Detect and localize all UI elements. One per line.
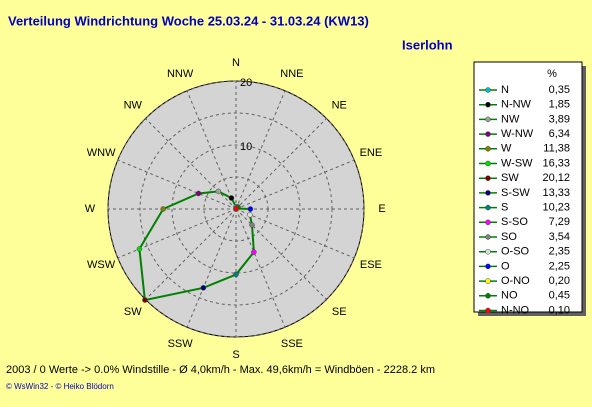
legend-marker	[485, 160, 491, 167]
direction-label: NNE	[280, 68, 303, 80]
direction-label: ESE	[360, 259, 382, 271]
direction-label: NE	[332, 100, 347, 112]
legend-marker	[485, 131, 491, 137]
legend-marker	[485, 190, 491, 196]
legend-value: 0,20	[549, 275, 570, 287]
legend-marker	[485, 175, 491, 181]
legend-label: W-SW	[501, 157, 533, 169]
wind-marker	[247, 206, 254, 212]
copyright: © WsWin32 - © Heiko Blödorn	[6, 382, 114, 391]
legend-marker	[485, 87, 491, 93]
legend	[473, 61, 583, 313]
legend-marker	[485, 219, 491, 226]
grid-circle	[171, 144, 301, 274]
legend-marker	[485, 293, 491, 299]
direction-label: WSW	[87, 259, 116, 271]
wind-marker	[249, 222, 255, 228]
direction-label: W	[85, 203, 96, 215]
location: Iserlohn	[402, 37, 453, 52]
wind-marker	[142, 297, 148, 303]
direction-label: SW	[124, 306, 142, 318]
legend-value: 0,35	[549, 84, 570, 96]
legend-value: 10,23	[542, 202, 570, 214]
r-tick-label: 20	[240, 77, 252, 89]
direction-label: S	[232, 349, 239, 361]
legend-label: O	[501, 260, 510, 272]
legend-value: 0,10	[549, 304, 570, 316]
legend-value: 7,29	[549, 216, 570, 228]
legend-label: NW	[501, 113, 520, 125]
legend-value: 3,89	[549, 113, 570, 125]
legend-value: 16,33	[542, 157, 570, 169]
legend-value: 20,12	[542, 172, 570, 184]
legend-title: %	[547, 68, 557, 80]
legend-label: S	[501, 202, 508, 214]
legend-value: 11,38	[543, 143, 570, 155]
legend-value: 0,45	[549, 290, 570, 302]
wind-marker	[233, 271, 239, 278]
direction-label: SSW	[168, 338, 194, 350]
legend-marker	[485, 204, 491, 211]
direction-label: NNW	[167, 68, 194, 80]
wind-marker	[228, 195, 235, 201]
wind-marker	[200, 285, 207, 291]
wind-marker	[247, 212, 253, 218]
legend-label: N	[501, 84, 509, 96]
legend-value: 1,85	[549, 99, 570, 111]
legend-label: O-SO	[501, 246, 530, 258]
wind-marker	[195, 190, 202, 197]
legend-label: W-NW	[501, 128, 534, 140]
wind-marker	[251, 249, 257, 255]
direction-label: E	[378, 203, 385, 215]
legend-marker	[485, 234, 491, 240]
wind-marker	[136, 246, 143, 252]
direction-label: N	[232, 57, 240, 69]
wind-marker	[215, 188, 222, 195]
legend-value: 13,33	[542, 187, 570, 199]
direction-label: SE	[332, 306, 347, 318]
legend-label: S-SW	[501, 187, 530, 199]
chart-title: Verteilung Windrichtung Woche 25.03.24 -…	[8, 13, 369, 28]
legend-value: 2,25	[549, 260, 570, 272]
legend-marker	[485, 146, 491, 152]
wind-marker	[233, 205, 239, 212]
direction-label: NW	[124, 100, 143, 112]
legend-marker	[485, 278, 491, 284]
wind-marker	[160, 206, 166, 212]
footer: 2003 / 0 Werte -> 0.0% Windstille - Ø 4,…	[6, 364, 435, 376]
legend-value: 3,54	[549, 231, 570, 243]
legend-label: NO	[501, 290, 518, 302]
legend-label: O-NO	[501, 275, 530, 287]
legend-marker	[485, 307, 491, 314]
direction-label: ENE	[360, 147, 383, 159]
legend-label: N-NW	[501, 99, 532, 111]
direction-label: SSE	[281, 338, 303, 350]
legend-label: S-SO	[501, 216, 528, 228]
legend-label: N-NO	[501, 304, 530, 316]
direction-label: WNW	[87, 147, 116, 159]
legend-label: W	[501, 143, 512, 155]
legend-marker	[485, 101, 491, 108]
r-tick-label: 10	[240, 141, 252, 153]
legend-marker	[485, 116, 491, 123]
legend-label: SO	[501, 231, 517, 243]
legend-label: SW	[501, 172, 519, 184]
legend-value: 2,35	[549, 246, 570, 258]
legend-marker	[485, 248, 491, 255]
legend-value: 6,34	[549, 128, 570, 140]
legend-marker	[485, 263, 491, 270]
